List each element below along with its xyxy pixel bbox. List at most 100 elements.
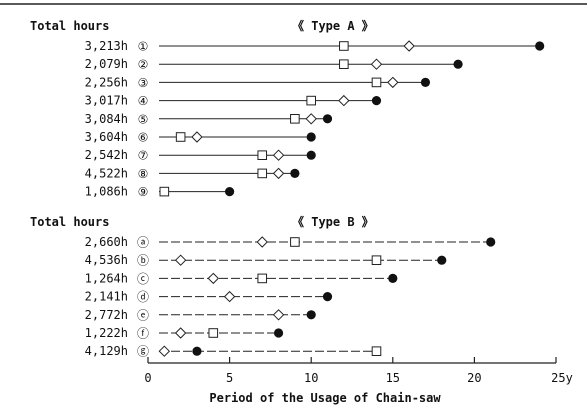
row-id-label: ⓕ — [137, 327, 149, 341]
total-hours-label: 4,129h — [85, 344, 128, 358]
total-hours-label: 1,264h — [85, 271, 128, 285]
diamond-marker — [191, 131, 203, 143]
x-tick-label: 10 — [304, 371, 318, 385]
total-hours-label: 4,536h — [85, 253, 128, 267]
table-row: 3,604h ⑥ — [85, 130, 316, 145]
square-marker — [371, 255, 382, 265]
x-tick-label: 15 — [386, 371, 400, 385]
square-marker — [371, 346, 382, 356]
table-row: 4,129h ⓖ — [85, 344, 382, 359]
table-row: 1,264h ⓒ — [85, 271, 398, 286]
circle-marker — [273, 328, 284, 338]
x-axis-ticks: 0 5 10 15 20 25y — [144, 357, 573, 385]
square-marker — [257, 150, 268, 160]
circle-marker — [437, 255, 447, 265]
diamond-marker — [272, 167, 285, 180]
total-hours-label: 3,017h — [85, 94, 128, 108]
table-row: 2,079h ② — [85, 57, 463, 72]
panel-b-title: 《 Type B 》 — [292, 214, 374, 229]
row-id-label: ③ — [138, 76, 149, 90]
diamond-marker — [158, 345, 171, 357]
diamond-marker — [305, 113, 317, 125]
row-id-label: ⓖ — [137, 345, 149, 359]
table-row: 2,256h ③ — [85, 75, 431, 90]
row-id-label: ⑥ — [138, 131, 149, 145]
table-row: 4,522h ⑧ — [85, 166, 300, 181]
diamond-marker — [403, 40, 415, 52]
row-id-label: ④ — [138, 94, 149, 108]
circle-marker — [192, 346, 202, 356]
circle-marker — [420, 77, 431, 87]
total-hours-label: 2,772h — [85, 308, 128, 322]
diamond-marker — [256, 236, 268, 248]
total-hours-label: 3,084h — [85, 112, 128, 126]
total-hours-label: 3,213h — [85, 39, 128, 53]
total-hours-label: 2,542h — [85, 148, 128, 162]
circle-marker — [322, 114, 333, 124]
circle-marker — [290, 168, 300, 178]
x-tick-label: 25y — [551, 371, 573, 385]
circle-marker — [322, 292, 333, 302]
total-hours-label: 4,522h — [85, 166, 128, 180]
row-id-label: ⓑ — [137, 254, 149, 268]
square-marker — [290, 237, 300, 247]
chart-rows: 3,213h ① 2,079h ② 2,256h ③ 3,017h ④ 3,084h ⑤ 3,604… — [85, 39, 545, 359]
table-row: 2,660h ⓐ — [85, 235, 496, 250]
total-hours-label: 2,141h — [85, 290, 128, 304]
row-id-label: ⑤ — [138, 112, 149, 126]
total-hours-label: 3,604h — [85, 130, 128, 144]
table-row: 1,222h ⓕ — [85, 326, 284, 341]
circle-marker — [535, 41, 545, 51]
x-tick-label: 5 — [226, 371, 233, 385]
table-row: 2,141h ⓓ — [85, 290, 333, 304]
panel-a-header: Total hours — [30, 19, 109, 33]
x-tick-label: 20 — [467, 371, 481, 385]
row-id-label: ⓒ — [137, 272, 149, 286]
circle-marker — [225, 187, 235, 197]
table-row: 3,213h ① — [85, 39, 545, 54]
circle-marker — [306, 132, 316, 142]
total-hours-label: 1,086h — [85, 185, 128, 199]
panel-a-title: 《 Type A 》 — [292, 18, 374, 33]
table-row: 4,536h ⓑ — [85, 253, 447, 268]
diamond-marker — [174, 254, 187, 266]
circle-marker — [306, 310, 316, 320]
square-marker — [306, 95, 316, 106]
circle-marker — [388, 273, 398, 283]
total-hours-label: 2,660h — [85, 235, 128, 249]
row-id-label: ⓐ — [137, 236, 149, 250]
diamond-marker — [370, 58, 383, 70]
diamond-marker — [272, 149, 285, 161]
circle-marker — [371, 96, 382, 106]
total-hours-label: 1,222h — [85, 326, 128, 340]
row-id-label: ⓔ — [137, 308, 149, 322]
diamond-marker — [174, 327, 187, 339]
diamond-marker — [387, 76, 399, 89]
square-marker — [208, 328, 219, 338]
circle-marker — [486, 237, 496, 247]
square-marker — [175, 132, 186, 142]
diamond-marker — [338, 94, 350, 107]
square-marker — [339, 59, 349, 70]
table-row: 2,772h ⓔ — [85, 308, 316, 322]
total-hours-label: 2,079h — [85, 57, 128, 71]
row-id-label: ⑦ — [138, 149, 149, 163]
square-marker — [290, 114, 300, 124]
square-marker — [159, 186, 170, 197]
x-axis-label: Period of the Usage of Chain-saw — [209, 391, 441, 405]
table-row: 2,542h ⑦ — [85, 148, 316, 163]
row-id-label: ⑨ — [138, 185, 149, 199]
circle-marker — [453, 59, 463, 69]
row-id-label: ⓓ — [137, 290, 149, 304]
panel-b-header: Total hours — [30, 215, 109, 229]
diamond-marker — [272, 309, 285, 321]
row-id-label: ② — [138, 58, 149, 72]
square-marker — [371, 77, 382, 88]
total-hours-label: 2,256h — [85, 75, 128, 89]
diamond-marker — [223, 290, 236, 303]
x-tick-label: 0 — [144, 371, 151, 385]
row-id-label: ⑧ — [138, 167, 149, 181]
table-row: 1,086h ⑨ — [85, 185, 235, 199]
row-id-label: ① — [138, 40, 149, 54]
